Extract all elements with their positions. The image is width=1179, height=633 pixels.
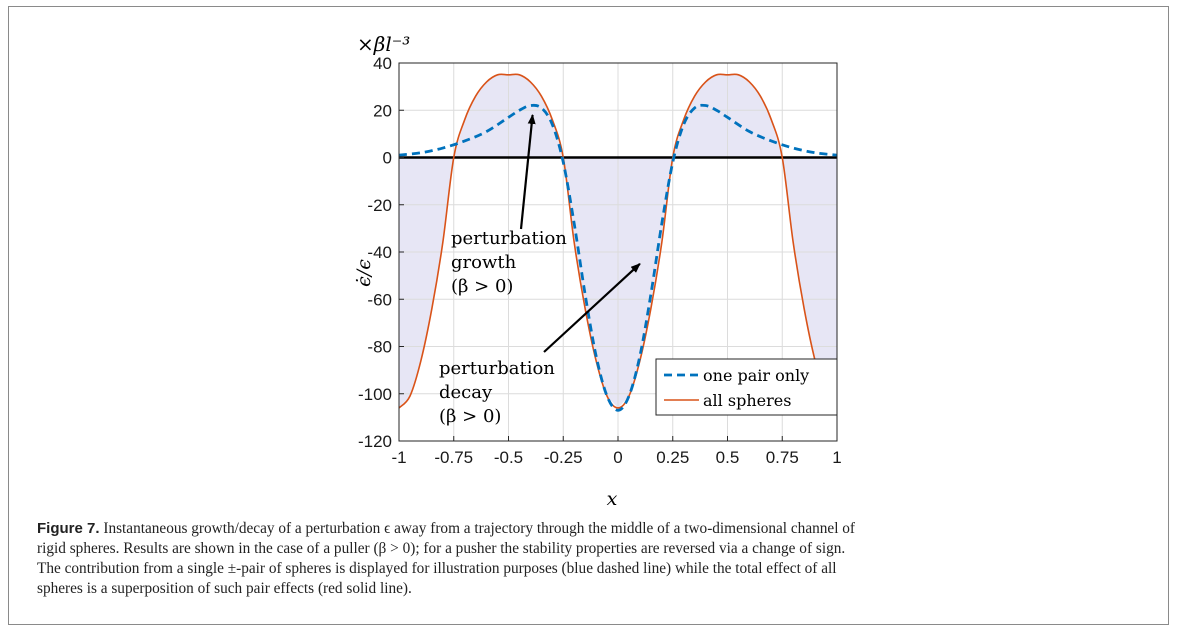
y-multiplier-label: ×βl⁻³ [357, 32, 410, 56]
y-tick-label: 20 [373, 101, 392, 120]
figure-label: Figure 7. [37, 520, 100, 537]
y-tick-label: -80 [367, 338, 392, 357]
y-tick-label: -100 [358, 385, 392, 404]
x-tick-label: -0.25 [544, 448, 583, 467]
annotations: perturbation growth (β > 0) perturbation dec… [439, 113, 641, 427]
y-tick-labels: 40 20 0 -20 -40 -60 -80 -100 -120 [358, 54, 404, 451]
annotation-arrow [543, 263, 641, 353]
x-tick-label: 1 [832, 448, 841, 467]
caption-line-2: rigid spheres. Results are shown in the … [37, 540, 846, 557]
annotation-decay-line: perturbation [439, 358, 555, 379]
legend-box [655, 358, 838, 416]
x-tick-label: -1 [391, 448, 406, 467]
y-tick-label: 0 [383, 149, 392, 168]
y-tick-label: 40 [373, 54, 392, 73]
y-tick-label: -60 [367, 290, 392, 309]
annotation-growth-line: (β > 0) [451, 276, 513, 297]
figure-frame: -1 -0.75 -0.5 -0.25 0 0.25 0.5 0.75 1 40 20 0 -20 -4… [8, 6, 1169, 625]
x-tick-label: 0.5 [716, 448, 740, 467]
series-one-pair-only [398, 103, 838, 412]
figure-caption: Figure 7. Instantaneous growth/decay of … [37, 519, 1157, 599]
y-axis-label: ϵ̇/ϵ [353, 259, 375, 287]
y-tick-label: -40 [367, 243, 392, 262]
x-tick-label: -0.5 [494, 448, 523, 467]
y-tick-label: -120 [358, 432, 392, 451]
annotation-arrow [519, 113, 536, 230]
x-axis-label: x [607, 488, 618, 507]
annotation-growth-line: growth [451, 252, 517, 273]
legend-label-one-pair: one pair only [703, 366, 809, 385]
legend: one pair only all spheres [655, 358, 838, 416]
series-all-spheres [398, 73, 838, 409]
x-tick-label: 0.25 [656, 448, 689, 467]
x-tick-labels: -1 -0.75 -0.5 -0.25 0 0.25 0.5 0.75 1 [391, 436, 842, 467]
legend-label-all-spheres: all spheres [703, 391, 791, 410]
caption-line-1: Instantaneous growth/decay of a perturba… [103, 520, 856, 537]
annotation-growth-line: perturbation [451, 228, 567, 249]
x-tick-label: -0.75 [434, 448, 473, 467]
series-layer [398, 73, 838, 412]
y-tick-label: -20 [367, 196, 392, 215]
caption-line-3: The contribution from a single ±-pair of… [37, 560, 837, 577]
annotation-decay-line: (β > 0) [439, 406, 501, 427]
x-tick-label: 0 [613, 448, 622, 467]
figure-chart: -1 -0.75 -0.5 -0.25 0 0.25 0.5 0.75 1 40 20 0 -20 -4… [353, 32, 842, 507]
caption-line-4: spheres is a superposition of such pair … [37, 580, 412, 597]
annotation-decay-line: decay [439, 382, 493, 403]
x-tick-label: 0.75 [766, 448, 799, 467]
